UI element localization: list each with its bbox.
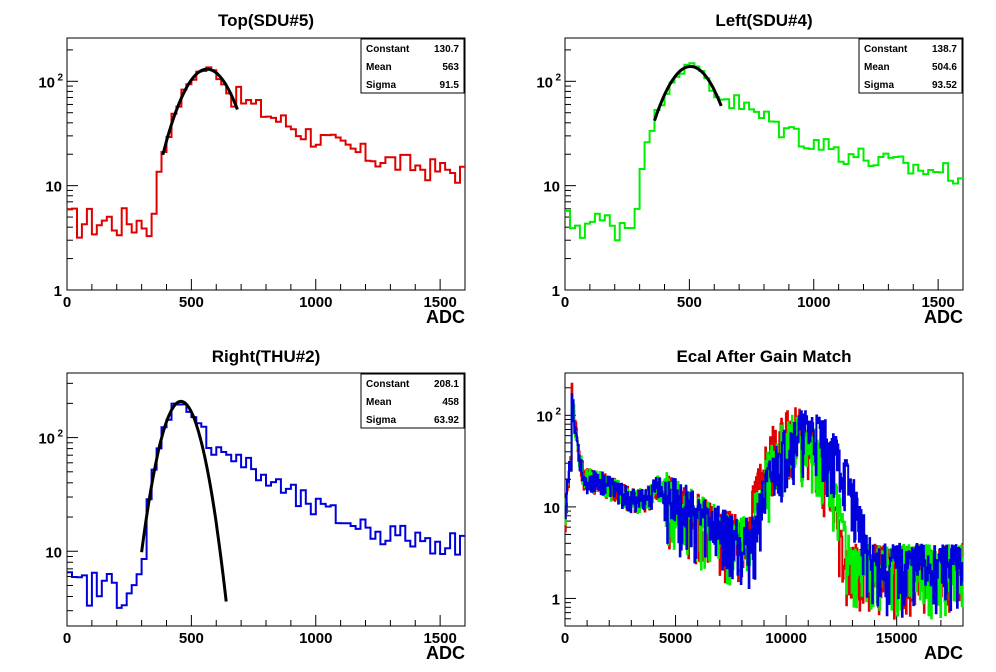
y-tick-label: 10: [536, 408, 553, 425]
stats-box: [360, 373, 465, 429]
histogram-series: [67, 66, 465, 239]
y-tick-label: 10: [45, 544, 62, 561]
gaussian-fit-curve: [161, 67, 239, 156]
stats-value: 208.1: [434, 379, 459, 390]
y-tick-label: 1: [54, 283, 62, 300]
x-tick-label: 5000: [659, 630, 692, 647]
x-tick-label: 1500: [423, 294, 456, 311]
stats-label: Mean: [366, 62, 392, 73]
x-tick-label: 0: [561, 294, 569, 311]
spectrum-series: [564, 393, 964, 618]
panel-title: Right(THU#2): [212, 347, 321, 366]
x-axis-label: ADC: [426, 307, 465, 327]
stats-label: Constant: [864, 44, 908, 55]
panel-4: Ecal After Gain Match 0 5000 10000 15000 ADC 1…: [536, 347, 964, 663]
stats-value: 91.5: [440, 80, 460, 91]
y-tick-label: 1: [552, 591, 560, 608]
x-tick-label: 1500: [921, 294, 954, 311]
x-tick-label: 500: [677, 294, 702, 311]
y-tick-exponent: 2: [57, 72, 63, 83]
x-axis-label: ADC: [924, 307, 963, 327]
stats-value: 504.6: [932, 62, 957, 73]
x-axis-label: ADC: [426, 643, 465, 663]
y-tick-label: 10: [543, 500, 560, 517]
x-tick-label: 500: [179, 294, 204, 311]
histogram-series: [67, 402, 465, 609]
stats-label: Sigma: [366, 80, 396, 91]
stats-label: Sigma: [366, 415, 396, 426]
y-tick-label: 10: [536, 74, 553, 91]
stats-label: Mean: [366, 397, 392, 408]
stats-box: [360, 38, 465, 94]
gaussian-fit-curve: [140, 399, 228, 602]
stats-value: 63.92: [434, 415, 459, 426]
stats-label: Constant: [366, 379, 410, 390]
stats-value: 138.7: [932, 44, 957, 55]
y-tick-label: 10: [38, 431, 55, 448]
stats-value: 130.7: [434, 44, 459, 55]
x-tick-label: 1000: [299, 630, 332, 647]
stats-label: Sigma: [864, 80, 894, 91]
stats-label: Mean: [864, 62, 890, 73]
x-tick-label: 1000: [299, 294, 332, 311]
panel-title: Ecal After Gain Match: [676, 347, 851, 366]
y-tick-exponent: 2: [57, 429, 63, 440]
y-tick-exponent: 2: [555, 406, 561, 417]
y-tick-label: 10: [38, 74, 55, 91]
panel-title: Left(SDU#4): [715, 11, 812, 30]
stats-value: 458: [442, 397, 459, 408]
stats-label: Constant: [366, 44, 410, 55]
y-tick-label: 10: [45, 179, 62, 196]
x-tick-label: 0: [63, 294, 71, 311]
histogram-series: [565, 62, 963, 242]
x-tick-label: 10000: [765, 630, 807, 647]
gaussian-fit-curve: [653, 65, 723, 122]
x-tick-label: 500: [179, 630, 204, 647]
x-tick-label: 0: [561, 630, 569, 647]
panel-title: Top(SDU#5): [218, 11, 314, 30]
x-tick-label: 1000: [797, 294, 830, 311]
x-tick-label: 1500: [423, 630, 456, 647]
stats-value: 563: [442, 62, 459, 73]
y-tick-exponent: 2: [555, 72, 561, 83]
x-axis-label: ADC: [924, 643, 963, 663]
y-tick-label: 1: [552, 283, 560, 300]
x-tick-label: 15000: [876, 630, 918, 647]
y-tick-label: 10: [543, 179, 560, 196]
stats-value: 93.52: [932, 80, 957, 91]
stats-box: [858, 38, 963, 94]
x-tick-label: 0: [63, 630, 71, 647]
